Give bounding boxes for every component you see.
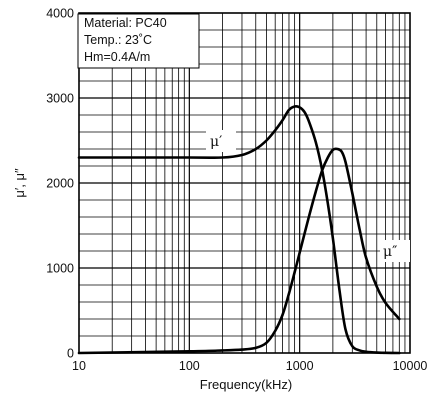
y-tick-label: 0 xyxy=(67,347,74,361)
mu-prime-label: μ′ xyxy=(210,134,222,150)
material-legend: Material: PC40 Temp.: 23˚C Hm=0.4A/m xyxy=(77,13,200,69)
x-tick-label: 100 xyxy=(179,359,200,373)
grid xyxy=(79,13,410,353)
y-axis-title: μ′, μ″ xyxy=(12,168,27,198)
x-tick-label: 10 xyxy=(72,359,86,373)
legend-box xyxy=(77,13,200,69)
x-tick-labels: 10 100 1000 10000 xyxy=(72,359,427,373)
mu-double-prime-label-group: μ″ xyxy=(380,240,410,262)
x-tick-label: 10000 xyxy=(393,359,428,373)
y-tick-label: 1000 xyxy=(46,262,74,276)
mu-prime-label-bg xyxy=(206,130,236,152)
plot-frame xyxy=(78,12,411,354)
legend-field: Hm=0.4A/m xyxy=(84,50,150,64)
y-tick-label: 4000 xyxy=(46,7,74,21)
mu-prime-curve xyxy=(77,105,401,355)
mu-prime-label-group: μ′ xyxy=(206,130,236,152)
mu-double-prime-label-bg xyxy=(380,240,410,262)
y-tick-label: 3000 xyxy=(46,92,74,106)
legend-material: Material: PC40 xyxy=(84,16,167,30)
legend-temperature: Temp.: 23˚C xyxy=(84,33,152,47)
y-tick-labels: 0 1000 2000 3000 4000 xyxy=(46,7,74,361)
x-axis-title: Frequency(kHz) xyxy=(200,377,292,392)
y-tick-label: 2000 xyxy=(46,177,74,191)
curves xyxy=(77,105,401,355)
x-tick-label: 1000 xyxy=(286,359,314,373)
mu-double-prime-curve xyxy=(77,147,401,355)
mu-double-prime-label: μ″ xyxy=(383,244,397,260)
